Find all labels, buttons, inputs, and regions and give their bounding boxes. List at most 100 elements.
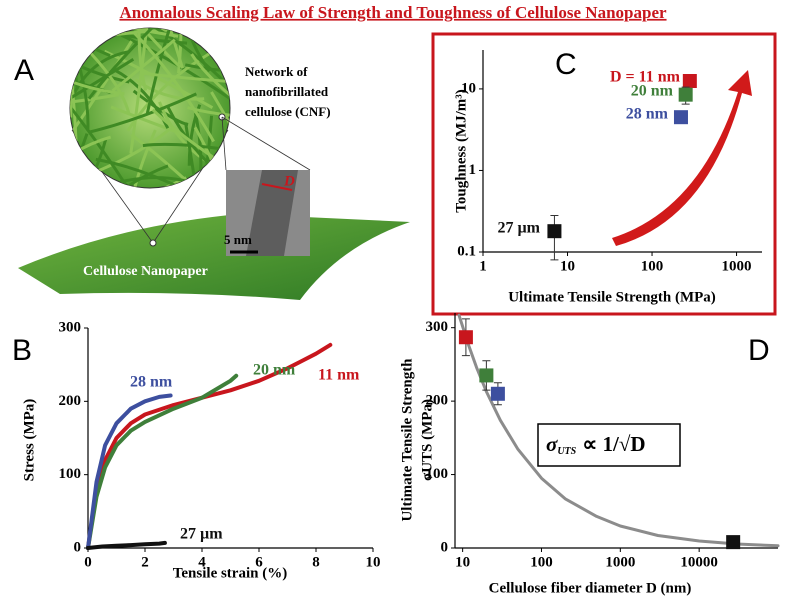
data-point <box>682 74 697 89</box>
y-tick-label: 200 <box>426 393 449 409</box>
tem-label: D <box>283 173 295 189</box>
series-label: 27 µm <box>497 220 540 237</box>
fiber <box>210 91 230 169</box>
x-tick-label: 2 <box>141 554 149 570</box>
fiber <box>111 38 176 92</box>
series-label: 28 nm <box>130 374 173 391</box>
x-tick-label: 10 <box>560 258 575 274</box>
x-tick-label: 0 <box>84 554 92 570</box>
zoom-line <box>221 116 227 171</box>
data-point <box>678 87 693 102</box>
y-axis-title: Ultimate Tensile Strength <box>399 358 415 522</box>
y-tick-label: 200 <box>59 393 82 409</box>
fiber <box>70 97 142 188</box>
fiber <box>98 176 187 188</box>
fiber <box>130 133 228 188</box>
series-line <box>86 540 167 550</box>
network-label: nanofibrillated <box>245 84 329 99</box>
y-axis-title: Toughness (MJ/m³) <box>453 89 469 213</box>
y-tick-label: 1 <box>469 162 477 178</box>
panel-letter: B <box>12 334 32 367</box>
series-label: D = 11 nm <box>610 69 681 86</box>
y-axis-title: σUTS (MPa) <box>419 399 435 481</box>
x-tick-label: 100 <box>641 258 664 274</box>
panel-letter: D <box>748 334 770 367</box>
y-tick-label: 10 <box>461 80 476 96</box>
network-label: cellulose (CNF) <box>245 104 331 119</box>
scale-bar-label: 5 nm <box>224 232 252 247</box>
data-point <box>458 330 473 345</box>
fiber <box>151 108 230 181</box>
series-line <box>86 373 239 550</box>
series-label: 28 nm <box>626 106 669 123</box>
x-tick-label: 1 <box>479 258 487 274</box>
x-tick-label: 8 <box>312 554 320 570</box>
panel-letter: C <box>555 48 577 81</box>
fiber <box>70 135 112 167</box>
fiber <box>70 28 111 57</box>
fiber <box>89 51 131 115</box>
y-axis-title: Stress (MPa) <box>21 399 37 482</box>
x-axis-title: Tensile strain (%) <box>173 565 287 581</box>
fiber <box>56 78 64 138</box>
fiber <box>70 28 179 38</box>
data-point <box>726 535 741 550</box>
tem-fiber <box>246 170 298 256</box>
series-label: 11 nm <box>318 367 360 384</box>
chart-panel: D 10 100 1000 10000 0 100 200 300 Cellulose fiber… <box>399 313 780 596</box>
fiber <box>88 92 197 134</box>
x-tick-label: 6 <box>255 554 263 570</box>
trend-arrow <box>612 70 752 246</box>
fiber <box>193 112 203 188</box>
fiber <box>139 28 225 82</box>
fiber <box>70 93 120 107</box>
y-tick-label: 0 <box>74 539 82 555</box>
fiber <box>70 97 73 188</box>
x-tick-label: 4 <box>198 554 206 570</box>
x-tick-label: 100 <box>530 554 553 570</box>
y-tick-label: 0.1 <box>457 243 476 259</box>
panel-letter: A <box>14 54 34 87</box>
series-label: 27 µm <box>180 526 223 543</box>
series-label: 20 nm <box>631 83 674 100</box>
zoom-point <box>149 239 157 247</box>
panel-a: A D 5 nm Network of nanofibrillated cell… <box>14 27 410 300</box>
fiber <box>87 28 157 100</box>
sheet-label: Cellulose Nanopaper <box>83 264 208 279</box>
fiber <box>193 126 230 188</box>
x-axis-title: Cellulose fiber diameter D (nm) <box>489 580 692 596</box>
fiber <box>70 63 125 96</box>
x-tick-label: 10 <box>366 554 381 570</box>
network-label: Network of <box>245 64 308 79</box>
data-point <box>490 386 505 401</box>
fiber <box>75 164 169 188</box>
x-tick-label: 1000 <box>722 258 752 274</box>
panel-c-frame <box>431 32 777 316</box>
figure-title: Anomalous Scaling Law of Strength and To… <box>119 3 667 22</box>
fiber <box>70 28 90 131</box>
x-tick-label: 10 <box>455 554 470 570</box>
x-tick-label: 1000 <box>605 554 635 570</box>
y-tick-label: 100 <box>59 466 82 482</box>
zoom-line <box>221 116 311 171</box>
y-tick-label: 300 <box>426 319 449 335</box>
formula: σUTS ∝ 1/√D <box>546 432 646 457</box>
y-tick-label: 100 <box>426 466 449 482</box>
fiber <box>71 28 79 90</box>
diameter-marker <box>261 183 293 191</box>
x-axis-title: Ultimate Tensile Strength (MPa) <box>508 289 716 305</box>
x-tick-label: 10000 <box>680 554 718 570</box>
fiber <box>142 142 223 151</box>
fiber <box>70 57 135 123</box>
fit-curve <box>457 313 780 548</box>
fiber <box>134 78 205 101</box>
data-point <box>673 110 688 125</box>
series-label: 20 nm <box>253 362 296 379</box>
fiber <box>137 28 148 91</box>
y-tick-label: 300 <box>59 319 82 335</box>
sheet <box>18 214 410 300</box>
